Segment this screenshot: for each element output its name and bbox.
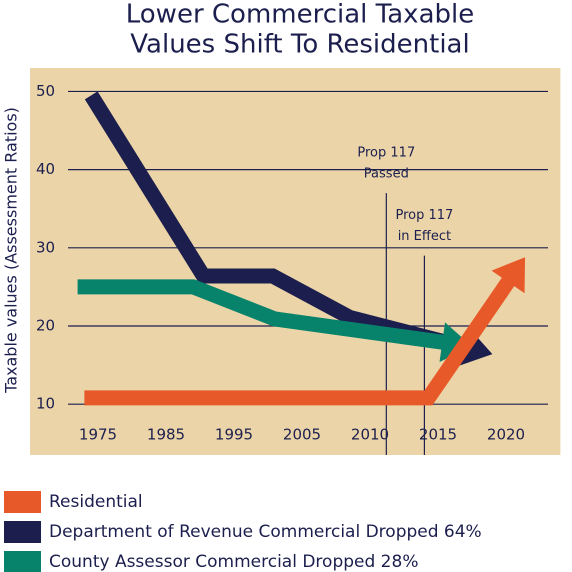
y-tick-label: 20 xyxy=(36,317,55,335)
x-tick-label: 1995 xyxy=(215,426,253,444)
series-line xyxy=(84,276,516,406)
annotation-text: Passed xyxy=(364,167,409,182)
y-tick-label: 10 xyxy=(36,395,55,413)
y-tick-label: 50 xyxy=(36,82,55,100)
legend-label: Residential xyxy=(49,492,143,512)
chart-title: Lower Commercial Taxable xyxy=(126,0,474,30)
annotation-text: Prop 117 xyxy=(357,146,415,161)
chart-title: Values Shift To Residential xyxy=(130,30,469,60)
legend-label: County Assessor Commercial Dropped 28% xyxy=(49,552,418,572)
y-axis-label: Taxable values (Assessment Ratios) xyxy=(2,107,21,394)
series-line xyxy=(77,279,446,350)
y-tick-label: 40 xyxy=(36,160,55,178)
legend-label: Department of Revenue Commercial Dropped… xyxy=(49,522,482,542)
x-tick-label: 2015 xyxy=(419,426,457,444)
legend-swatch xyxy=(4,491,41,513)
legend-swatch xyxy=(4,521,41,543)
legend-swatch xyxy=(4,551,41,572)
x-tick-label: 1975 xyxy=(79,426,117,444)
annotation-text: Prop 117 xyxy=(395,208,453,223)
x-tick-label: 1985 xyxy=(147,426,185,444)
y-tick-label: 30 xyxy=(36,238,55,256)
arrowhead xyxy=(439,322,472,363)
x-tick-label: 2005 xyxy=(283,426,321,444)
x-tick-label: 2020 xyxy=(487,426,525,444)
annotation-text: in Effect xyxy=(398,229,451,244)
arrowhead xyxy=(491,257,526,294)
x-tick-label: 2010 xyxy=(351,426,389,444)
